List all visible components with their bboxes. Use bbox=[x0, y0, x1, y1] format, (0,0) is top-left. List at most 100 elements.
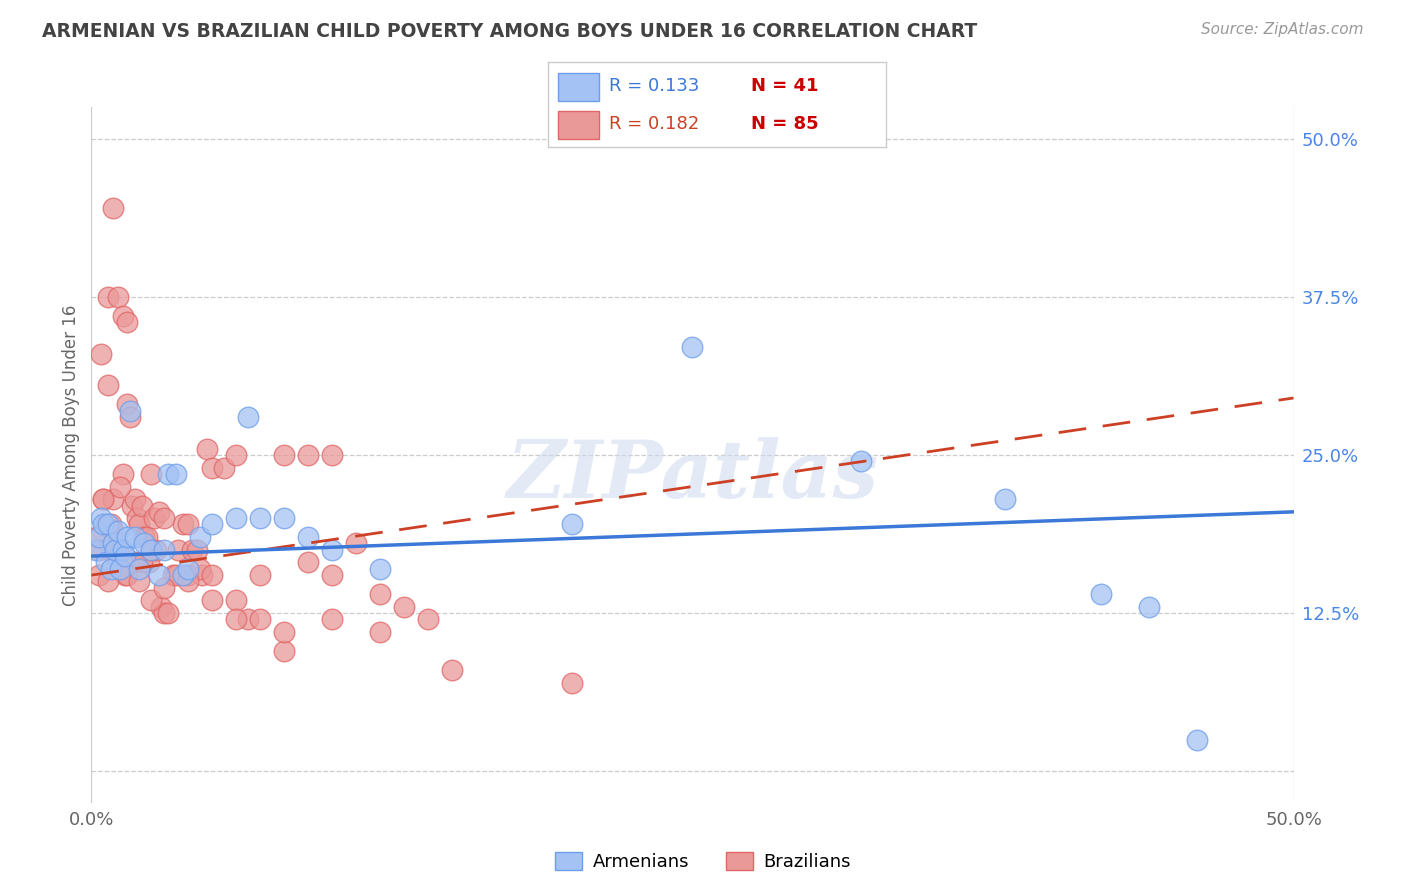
Point bbox=[87, 568, 110, 582]
Point bbox=[125, 511, 148, 525]
Point bbox=[561, 517, 583, 532]
Point bbox=[681, 340, 703, 354]
Point bbox=[93, 517, 115, 532]
Point bbox=[93, 492, 115, 507]
Point bbox=[117, 315, 139, 329]
Point bbox=[134, 530, 156, 544]
Point bbox=[111, 309, 134, 323]
Point bbox=[165, 467, 187, 481]
Point bbox=[225, 593, 247, 607]
Point bbox=[104, 542, 127, 557]
Point bbox=[142, 511, 165, 525]
Point bbox=[321, 542, 343, 557]
Point bbox=[191, 568, 214, 582]
Point bbox=[101, 524, 124, 538]
Point bbox=[100, 562, 122, 576]
Point bbox=[138, 556, 160, 570]
Point bbox=[152, 581, 174, 595]
Point bbox=[131, 556, 153, 570]
Point bbox=[321, 568, 343, 582]
Point bbox=[117, 397, 139, 411]
Point bbox=[201, 460, 224, 475]
Point bbox=[97, 574, 120, 589]
Point bbox=[236, 612, 259, 626]
Point bbox=[176, 562, 198, 576]
Point bbox=[249, 568, 271, 582]
Y-axis label: Child Poverty Among Boys Under 16: Child Poverty Among Boys Under 16 bbox=[62, 304, 80, 606]
Text: N = 41: N = 41 bbox=[751, 78, 818, 95]
Point bbox=[297, 556, 319, 570]
Point bbox=[131, 499, 153, 513]
Point bbox=[172, 517, 194, 532]
FancyBboxPatch shape bbox=[558, 111, 599, 139]
Point bbox=[107, 524, 129, 538]
Point bbox=[93, 492, 115, 507]
Point bbox=[1187, 732, 1209, 747]
Point bbox=[321, 448, 343, 462]
Point bbox=[1090, 587, 1112, 601]
Point bbox=[128, 562, 150, 576]
Point bbox=[176, 574, 198, 589]
Point bbox=[124, 556, 146, 570]
Text: Source: ZipAtlas.com: Source: ZipAtlas.com bbox=[1201, 22, 1364, 37]
Point bbox=[150, 599, 173, 614]
Point bbox=[114, 568, 136, 582]
Point bbox=[225, 612, 247, 626]
Point bbox=[110, 542, 132, 557]
Point bbox=[157, 467, 180, 481]
Text: R = 0.133: R = 0.133 bbox=[609, 78, 699, 95]
Point bbox=[321, 612, 343, 626]
Point bbox=[107, 542, 129, 557]
Point bbox=[188, 562, 211, 576]
Point bbox=[114, 549, 136, 563]
Point bbox=[162, 568, 184, 582]
Point bbox=[117, 568, 139, 582]
FancyBboxPatch shape bbox=[558, 72, 599, 101]
Point bbox=[212, 460, 235, 475]
Point bbox=[118, 403, 141, 417]
Point bbox=[849, 454, 872, 468]
Point bbox=[297, 530, 319, 544]
Point bbox=[176, 517, 198, 532]
Point bbox=[101, 536, 124, 550]
Point bbox=[157, 606, 180, 620]
Point bbox=[368, 562, 391, 576]
Point bbox=[90, 347, 112, 361]
Point bbox=[188, 530, 211, 544]
Point bbox=[100, 517, 122, 532]
Point bbox=[141, 542, 163, 557]
Point bbox=[94, 517, 117, 532]
Point bbox=[104, 549, 127, 563]
Text: N = 85: N = 85 bbox=[751, 115, 818, 133]
Point bbox=[344, 536, 367, 550]
Point bbox=[181, 542, 204, 557]
Point bbox=[225, 511, 247, 525]
Point bbox=[148, 568, 170, 582]
Point bbox=[110, 479, 132, 493]
Point bbox=[176, 568, 198, 582]
Point bbox=[440, 663, 463, 677]
Point bbox=[141, 467, 163, 481]
Point bbox=[152, 511, 174, 525]
Point bbox=[124, 530, 146, 544]
Legend: Armenians, Brazilians: Armenians, Brazilians bbox=[548, 845, 858, 879]
Text: ZIPatlas: ZIPatlas bbox=[506, 437, 879, 515]
Point bbox=[124, 492, 146, 507]
Point bbox=[249, 612, 271, 626]
Point bbox=[225, 448, 247, 462]
Point bbox=[165, 568, 187, 582]
Point bbox=[368, 587, 391, 601]
Point bbox=[134, 536, 156, 550]
Point bbox=[94, 556, 117, 570]
Point bbox=[236, 409, 259, 424]
Point bbox=[101, 492, 124, 507]
Point bbox=[392, 599, 415, 614]
Point bbox=[249, 511, 271, 525]
Point bbox=[118, 409, 141, 424]
Point bbox=[84, 530, 107, 544]
Point bbox=[273, 644, 295, 658]
Point bbox=[273, 511, 295, 525]
Point bbox=[97, 517, 120, 532]
Point bbox=[110, 562, 132, 576]
Point bbox=[141, 593, 163, 607]
